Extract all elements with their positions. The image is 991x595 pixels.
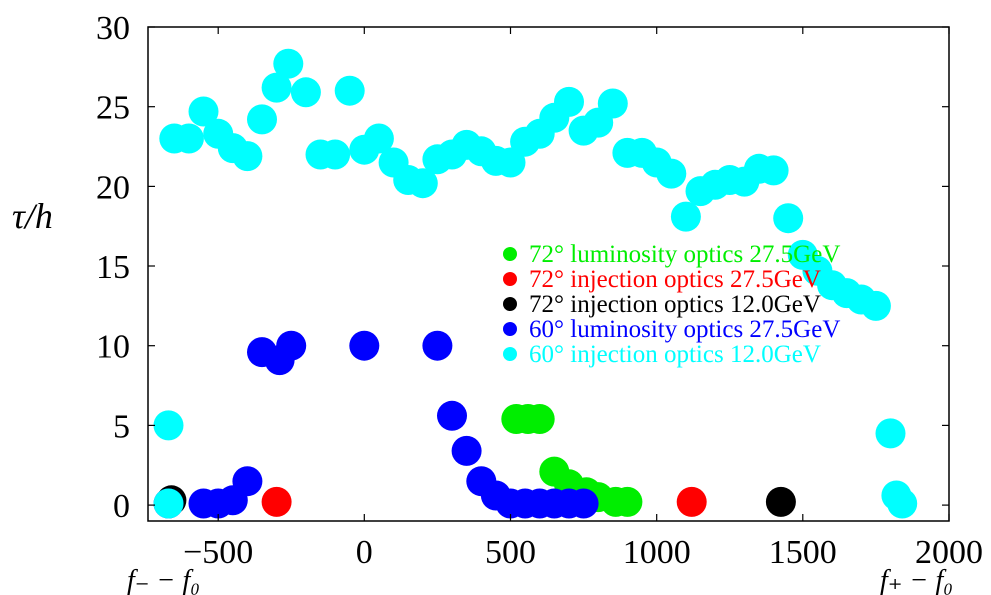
data-point-series-3 [568, 488, 599, 519]
data-point-series-3 [276, 330, 307, 361]
ticks-layer [148, 26, 950, 521]
x-tick-label: 500 [485, 534, 536, 571]
data-point-series-2 [765, 486, 796, 517]
legend-label: 60° luminosity optics 27.5GeV [529, 316, 840, 343]
data-point-series-3 [349, 330, 380, 361]
data-point-series-4 [597, 88, 628, 119]
data-point-series-3 [451, 435, 482, 466]
data-point-series-0 [524, 404, 555, 434]
data-point-series-4 [887, 488, 918, 519]
plot-frame [147, 26, 950, 522]
data-point-series-4 [495, 147, 526, 178]
legend-marker [503, 272, 517, 286]
x-tick-label: −500 [183, 534, 253, 571]
data-point-series-4 [261, 72, 292, 103]
data-point-series-4 [554, 86, 584, 117]
data-point-series-4 [247, 104, 277, 135]
data-point-series-4 [670, 201, 701, 232]
legend-label: 72° injection optics 27.5GeV [529, 266, 821, 293]
x-tick-label: 2000 [915, 534, 983, 571]
legend-marker [503, 247, 517, 261]
y-tick-label: 5 [113, 408, 130, 445]
data-point-series-4 [334, 75, 365, 106]
legend-marker [503, 347, 517, 361]
y-tick-label: 20 [96, 169, 130, 206]
data-point-series-4 [875, 418, 906, 449]
data-point-series-4 [363, 123, 394, 154]
x-endpoint-label-left: f₋ − f₀ [127, 565, 200, 595]
tick-labels-layer: −500 0 500 1000 1500 2000 0 5 10 15 20 25 30 [96, 10, 983, 571]
y-tick-label: 0 [113, 488, 130, 525]
data-point-series-4 [656, 158, 687, 189]
y-tick-label: 10 [96, 329, 130, 366]
data-point-series-0 [612, 486, 643, 517]
legend-label: 72° injection optics 12.0GeV [529, 291, 821, 318]
legend-label: 60° injection optics 12.0GeV [529, 341, 821, 368]
legend-marker [503, 322, 517, 336]
data-point-series-4 [320, 139, 351, 170]
x-tick-label: 1000 [623, 534, 691, 571]
data-point-series-4 [153, 488, 184, 519]
x-endpoint-label-right: f₊ − f₀ [880, 565, 953, 595]
data-point-series-1 [261, 486, 292, 517]
legend-marker [503, 297, 517, 311]
x-tick-label: 0 [356, 534, 373, 571]
data-point-series-4 [153, 410, 184, 441]
data-point-series-4 [860, 290, 891, 321]
y-axis-label: τ/h [12, 196, 53, 236]
data-point-series-4 [273, 48, 304, 79]
y-tick-label: 30 [96, 10, 130, 47]
data-point-series-4 [232, 141, 263, 172]
data-point-series-4 [758, 155, 789, 186]
data-point-series-1 [676, 486, 707, 517]
data-point-series-4 [290, 77, 321, 108]
data-point-series-3 [232, 466, 263, 497]
y-tick-label: 25 [96, 90, 130, 127]
data-point-series-4 [773, 203, 804, 234]
x-tick-label: 1500 [769, 534, 837, 571]
legend-label: 72° luminosity optics 27.5GeV [529, 241, 840, 268]
y-tick-label: 15 [96, 249, 130, 286]
data-point-series-4 [188, 96, 219, 127]
data-point-series-3 [422, 330, 453, 361]
points-layer [153, 48, 918, 519]
data-point-series-4 [407, 168, 438, 199]
data-point-series-3 [437, 400, 467, 431]
data-point-series-4 [173, 123, 204, 154]
